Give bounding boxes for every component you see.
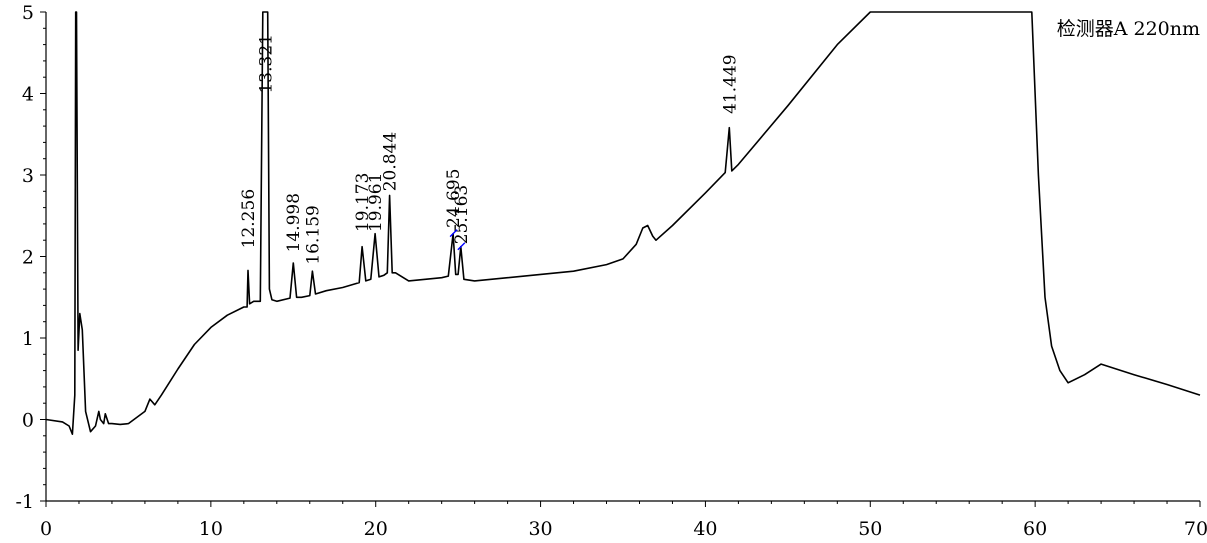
- peak-label: 14.998: [284, 193, 304, 252]
- peak-labels: 12.256 13.321 14.998 16.159 19.17319.96120.8…: [239, 34, 740, 265]
- peak-label: 20.844: [381, 132, 401, 191]
- peak-marker: [457, 242, 466, 251]
- y-axis: -1 0 1 2 3 4 5: [15, 2, 46, 513]
- peak-label: 19.173: [353, 173, 373, 232]
- x-tick-label: 10: [199, 518, 223, 540]
- y-tick-label: 5: [22, 2, 34, 24]
- y-tick-label: 2: [22, 247, 34, 269]
- y-tick-label: -1: [15, 491, 34, 513]
- peak-label: 12.256: [239, 189, 259, 248]
- x-tick-label: 30: [528, 518, 552, 540]
- y-tick-label: 4: [22, 84, 34, 106]
- x-tick-label: 40: [693, 518, 717, 540]
- x-tick-label: 0: [40, 518, 52, 540]
- x-tick-label: 70: [1184, 518, 1207, 540]
- x-tick-label: 50: [858, 518, 882, 540]
- peak-label: 25.163: [452, 185, 472, 244]
- peak-label: 24.695: [444, 168, 464, 227]
- y-tick-label: 3: [22, 165, 34, 187]
- x-tick-label: 60: [1023, 518, 1047, 540]
- peak-label: 19.961: [366, 173, 386, 232]
- chart-title: 检测器A 220nm: [1057, 18, 1200, 40]
- x-tick-label: 20: [364, 518, 388, 540]
- peak-marker: [449, 229, 458, 238]
- x-axis: 0 10 20 30 40 50 60 70: [40, 501, 1207, 540]
- chromatogram-trace: [45, 11, 1201, 435]
- peak-label: 13.321: [257, 34, 277, 93]
- trace-layer: [45, 11, 1201, 435]
- y-tick-label: 1: [22, 328, 34, 350]
- peak-label: 41.449: [720, 54, 740, 113]
- plot-frame: [45, 12, 1200, 502]
- y-tick-label: 0: [22, 410, 34, 432]
- peak-label: 16.159: [303, 205, 323, 264]
